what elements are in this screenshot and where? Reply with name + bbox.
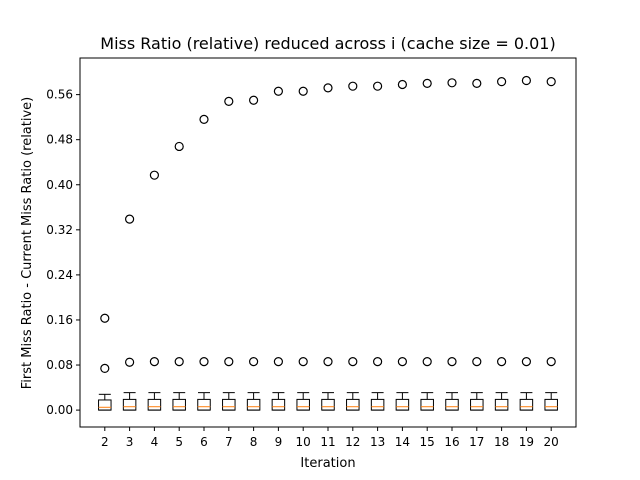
box <box>470 398 484 411</box>
x-axis-label: Iteration <box>300 456 355 471</box>
x-tick-label: 18 <box>494 435 509 449</box>
outlier-point <box>100 363 110 374</box>
x-tick-label: 15 <box>420 435 435 449</box>
x-tick-label: 19 <box>519 435 534 449</box>
plot-frame <box>79 57 577 428</box>
box <box>172 398 186 411</box>
outlier-point <box>373 357 383 367</box>
box <box>246 398 261 411</box>
y-tick-label: 0.32 <box>46 223 73 237</box>
box <box>147 398 162 411</box>
outlier-point <box>472 78 482 88</box>
box <box>197 398 211 411</box>
y-tick-label: 0.48 <box>46 133 73 147</box>
x-tick-label: 16 <box>444 435 459 449</box>
outlier-point <box>174 357 184 367</box>
outlier-point <box>373 81 383 91</box>
x-tick-label: 9 <box>275 435 283 449</box>
outlier-point <box>249 95 259 105</box>
y-tick-label: 0.00 <box>46 403 73 417</box>
x-tick-label: 14 <box>395 435 410 449</box>
x-tick-label: 12 <box>345 435 360 449</box>
outlier-point <box>125 214 135 224</box>
outlier-point <box>174 141 184 152</box>
box <box>296 398 310 411</box>
outlier-point <box>472 357 482 367</box>
x-tick-label: 13 <box>370 435 385 449</box>
outlier-point <box>323 83 333 93</box>
chart-title: Miss Ratio (relative) reduced across i (… <box>100 34 555 53</box>
x-tick-label: 2 <box>101 435 109 449</box>
outlier-point <box>125 357 135 367</box>
outlier-point <box>273 86 283 96</box>
outlier-point <box>397 357 407 367</box>
x-tick-label: 7 <box>225 435 233 449</box>
y-tick-label: 0.24 <box>46 268 73 282</box>
y-tick-label: 0.08 <box>46 358 73 372</box>
x-tick-label: 5 <box>175 435 183 449</box>
box <box>544 398 558 411</box>
outlier-point <box>199 357 209 367</box>
outlier-point <box>447 357 457 367</box>
outlier-point <box>298 357 308 367</box>
y-tick-label: 0.40 <box>46 178 73 192</box>
outlier-point <box>521 357 532 367</box>
outlier-point <box>521 75 532 86</box>
box <box>420 398 434 411</box>
outlier-point <box>199 114 209 125</box>
box <box>271 398 286 411</box>
outlier-point <box>224 357 234 367</box>
x-tick-label: 20 <box>544 435 559 449</box>
outlier-point <box>348 81 358 91</box>
y-tick-label: 0.56 <box>46 88 73 102</box>
x-tick-label: 11 <box>320 435 335 449</box>
outlier-point <box>224 96 234 106</box>
outlier-point <box>546 77 556 87</box>
outlier-point <box>298 86 308 96</box>
box <box>494 398 509 411</box>
box <box>395 398 410 411</box>
outlier-point <box>422 357 432 367</box>
y-axis-label: First Miss Ratio - Current Miss Ratio (r… <box>20 97 35 389</box>
outlier-point <box>397 79 407 90</box>
outlier-point <box>249 357 259 367</box>
outlier-point <box>100 313 110 323</box>
outlier-point <box>149 357 159 367</box>
box <box>519 398 534 411</box>
outlier-point <box>273 357 283 367</box>
box <box>321 398 335 411</box>
outlier-point <box>149 170 159 180</box>
box <box>370 398 385 411</box>
outlier-point <box>546 357 556 367</box>
box <box>222 398 236 411</box>
box <box>346 398 360 411</box>
x-tick-label: 8 <box>250 435 258 449</box>
outlier-point <box>447 78 457 88</box>
outlier-point <box>497 77 507 87</box>
outlier-point <box>497 357 507 367</box>
y-tick-label: 0.16 <box>46 313 73 327</box>
box <box>122 398 137 411</box>
outlier-point <box>422 78 432 88</box>
x-tick-label: 6 <box>200 435 208 449</box>
x-tick-label: 3 <box>126 435 134 449</box>
plot-area: 0.00 0.08 0.16 0.24 0.32 0.40 0.48 0.56 2 3 4 5 6 7 8 9… <box>46 75 559 449</box>
x-tick-label: 10 <box>296 435 311 449</box>
outlier-point <box>348 357 358 367</box>
outlier-point <box>323 357 333 367</box>
x-tick-label: 17 <box>469 435 484 449</box>
x-tick-label: 4 <box>151 435 159 449</box>
box <box>445 398 459 411</box>
box <box>98 399 112 411</box>
